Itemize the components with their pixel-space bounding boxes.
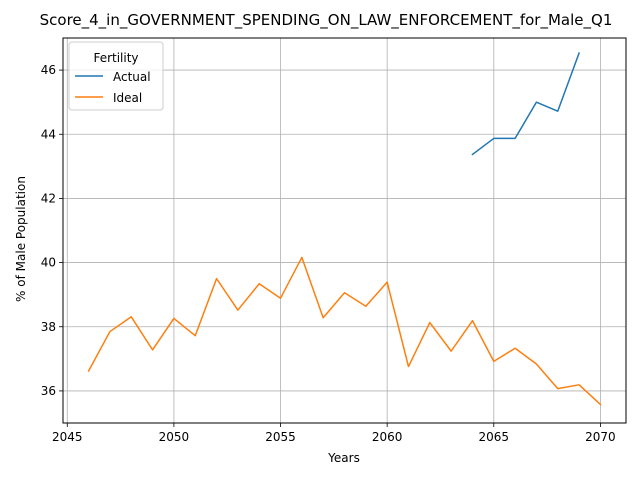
x-tick-label: 2050 [159,430,190,444]
x-tick-label: 2060 [372,430,403,444]
legend-box [68,41,164,111]
y-tick-label: 38 [41,320,56,334]
y-tick-label: 40 [41,256,56,270]
legend-label-actual: Actual [113,70,151,84]
ticks: 2045 2050 2055 2060 2065 2070 36 38 40 42 44 46 [41,63,616,444]
y-tick-label: 46 [41,63,56,77]
y-axis-label: % of Male Population [14,176,28,302]
x-tick-label: 2070 [585,430,616,444]
x-axis-label: Years [327,451,360,465]
x-tick-label: 2055 [265,430,296,444]
y-tick-label: 36 [41,384,56,398]
y-tick-label: 44 [41,127,56,141]
y-tick-label: 42 [41,191,56,205]
plot-frame [62,37,627,424]
series-layer [87,52,602,406]
series-line-actual [471,52,581,156]
legend: Fertility Actual Ideal [68,41,164,111]
x-tick-label: 2045 [52,430,83,444]
x-tick-label: 2065 [479,430,510,444]
chart-title: Score_4_in_GOVERNMENT_SPENDING_ON_LAW_EN… [40,11,613,30]
legend-title: Fertility [93,51,138,65]
legend-label-ideal: Ideal [113,91,142,105]
series-line-ideal [87,256,602,406]
